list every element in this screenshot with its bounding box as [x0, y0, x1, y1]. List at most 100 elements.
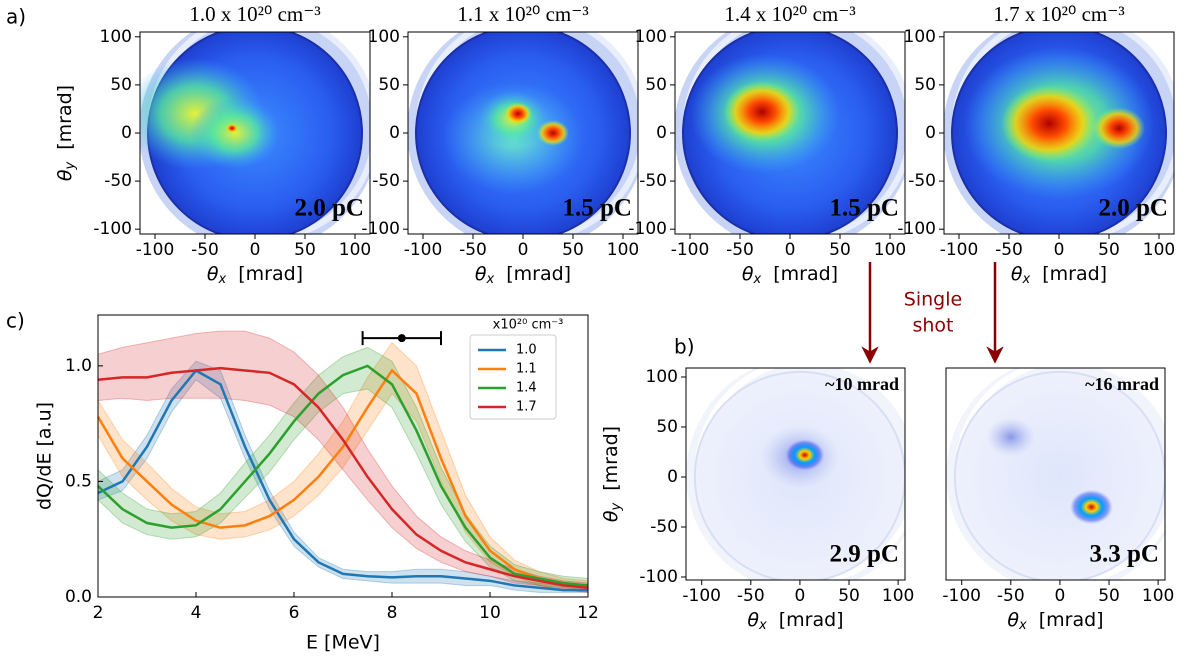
axes-frame: [945, 367, 1166, 581]
y-tick-label: -50: [104, 171, 132, 191]
x-tick-label: 50: [838, 586, 860, 606]
axis-label: θy [mrad]: [600, 426, 624, 522]
x-tick-label: 100: [1143, 240, 1175, 260]
y-tick-label: 0: [667, 467, 678, 487]
axis-symbol: θ: [600, 510, 622, 522]
x-tick-label: 100: [882, 586, 914, 606]
x-tick-label: 50: [1098, 240, 1120, 260]
axis-symbol: θ: [1011, 263, 1023, 285]
x-tick-label: -100: [942, 586, 981, 606]
image: [686, 368, 905, 580]
panel-label: a): [6, 5, 26, 29]
y-tick-label: 50: [914, 75, 936, 95]
axis-subscript: x: [1018, 618, 1027, 633]
y-tick-label: 100: [635, 27, 667, 47]
corner-annotation: ~10 mrad: [825, 374, 899, 394]
axis-symbol: θ: [475, 263, 487, 285]
line: [97, 366, 589, 589]
y-axis-label: dQ/dE [a.u]: [34, 402, 56, 510]
y-tick-label: 100: [904, 27, 936, 47]
error-point: [397, 334, 406, 343]
axis-unit: [mrad]: [779, 609, 844, 631]
y-tick-label: 50: [656, 417, 678, 437]
axis-subscript: x: [218, 272, 227, 287]
x-tick-label: 100: [339, 240, 371, 260]
annotation: 2.0 pC: [1099, 195, 1168, 222]
blob: [986, 417, 1036, 457]
image: [140, 32, 370, 234]
x-tick-label: 12: [577, 603, 599, 623]
x-tick-label: -50: [737, 586, 765, 606]
axis-unit: [mrad]: [238, 263, 303, 285]
axis-unit: [mrad]: [1039, 609, 1104, 631]
x-tick-label: 0: [1055, 586, 1066, 606]
axis-label: θx [mrad]: [1011, 263, 1107, 287]
chart-title: 1.1 x 10²⁰ cm⁻³: [457, 2, 588, 26]
annotation: 2.0 pC: [295, 195, 364, 222]
axis-label: θy [mrad]: [54, 85, 78, 181]
annotation: 1.5 pC: [830, 195, 899, 222]
axis-unit: [mrad]: [506, 263, 571, 285]
legend-box: [469, 334, 557, 420]
x-tick-label: -100: [682, 586, 721, 606]
x-tick-label: -50: [995, 240, 1023, 260]
arrow-text: shot: [912, 315, 953, 337]
image: [408, 32, 638, 234]
axis-symbol: θ: [742, 263, 754, 285]
y-tick-label: 0: [389, 123, 400, 143]
axis-symbol: θ: [54, 169, 76, 181]
chart-title: 1.4 x 10²⁰ cm⁻³: [724, 2, 855, 26]
x-tick-label: 8: [387, 603, 398, 623]
panel-label: c): [6, 309, 25, 333]
x-tick-label: 100: [874, 240, 906, 260]
y-tick-label: 50: [110, 75, 132, 95]
axis-subscript: x: [758, 618, 767, 633]
axis-subscript: x: [1022, 272, 1031, 287]
blob: [1093, 107, 1145, 149]
y-tick-label: 0: [656, 123, 667, 143]
legend-label: 1.0: [516, 343, 537, 358]
legend-label: 1.1: [516, 362, 537, 377]
blob: [1069, 489, 1113, 525]
x-tick-label: 50: [829, 240, 851, 260]
axis-subscript: x: [753, 272, 762, 287]
x-tick-label: 0: [250, 240, 261, 260]
y-tick-label: -100: [361, 219, 400, 239]
axis-subscript: y: [609, 502, 624, 511]
x-tick-label: -100: [404, 240, 443, 260]
y-tick-label: -100: [897, 219, 936, 239]
y-tick-label: 100: [100, 27, 132, 47]
axis-unit: [mrad]: [54, 85, 76, 150]
blob: [785, 439, 825, 471]
axis-label: θx [mrad]: [207, 263, 303, 287]
arrow-text: Single: [904, 289, 962, 311]
x-tick-label: 10: [479, 603, 501, 623]
y-tick-label: 50: [378, 75, 400, 95]
axis-label: θx [mrad]: [1007, 609, 1103, 633]
y-tick-label: -50: [908, 171, 936, 191]
corner-annotation: ~16 mrad: [1085, 374, 1159, 394]
y-tick-label: 100: [646, 367, 678, 387]
x-tick-label: 50: [1098, 586, 1120, 606]
y-tick-label: -100: [639, 567, 678, 587]
axis-label: θx [mrad]: [747, 609, 843, 633]
blob: [190, 97, 280, 169]
legend-title: x10²⁰ cm⁻³: [493, 318, 564, 333]
line: [97, 368, 588, 592]
y-tick-label: 50: [645, 75, 667, 95]
axis-label: θx [mrad]: [475, 263, 571, 287]
x-tick-label: -100: [136, 240, 175, 260]
annotation: 2.9 pC: [830, 541, 899, 568]
axes-frame: [685, 367, 906, 581]
x-tick-label: 6: [289, 603, 300, 623]
line: [97, 364, 589, 587]
y-tick-label: -50: [650, 517, 678, 537]
image: [675, 32, 905, 234]
x-tick-label: 2: [93, 603, 104, 623]
x-axis-label: E [MeV]: [306, 632, 380, 654]
annotation: 1.5 pC: [563, 195, 632, 222]
x-tick-label: 50: [294, 240, 316, 260]
y-tick-label: 1.0: [65, 356, 92, 376]
axis-symbol: θ: [1007, 609, 1019, 631]
